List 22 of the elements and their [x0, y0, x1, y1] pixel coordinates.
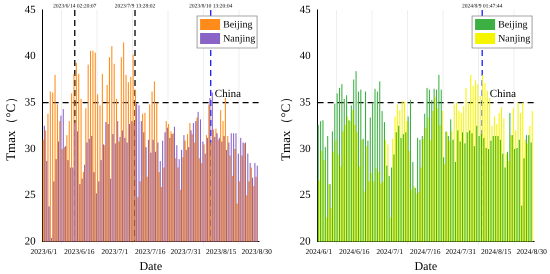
x-axis-title: Date: [140, 258, 162, 273]
y-tick-label: 25: [24, 189, 36, 202]
y-tick-label: 35: [300, 96, 312, 109]
y-tick-label: 20: [300, 235, 312, 248]
ref-line-label: China: [214, 88, 242, 100]
legend-label: Nanjing: [498, 34, 530, 45]
y-tick-label: 30: [24, 142, 36, 155]
legend-label: Beijing: [498, 20, 528, 31]
y-tick-label: 40: [24, 50, 36, 62]
y-tick-label: 20: [24, 235, 36, 248]
y-tick-label: 35: [24, 96, 36, 109]
y-tick-label: 45: [300, 4, 312, 16]
y-tick-label: 25: [300, 189, 312, 202]
legend-label: Nanjing: [223, 34, 256, 45]
y-tick-label: 30: [300, 142, 312, 155]
y-axis-title: Tmax（°C）: [3, 90, 18, 161]
y-axis-title: Tmax（°C）: [278, 90, 294, 161]
legend-label: Beijing: [223, 20, 253, 31]
x-axis-title: Date: [414, 258, 438, 273]
ref-line-label: China: [490, 88, 516, 100]
y-tick-label: 40: [300, 50, 312, 62]
y-tick-label: 45: [24, 4, 36, 16]
